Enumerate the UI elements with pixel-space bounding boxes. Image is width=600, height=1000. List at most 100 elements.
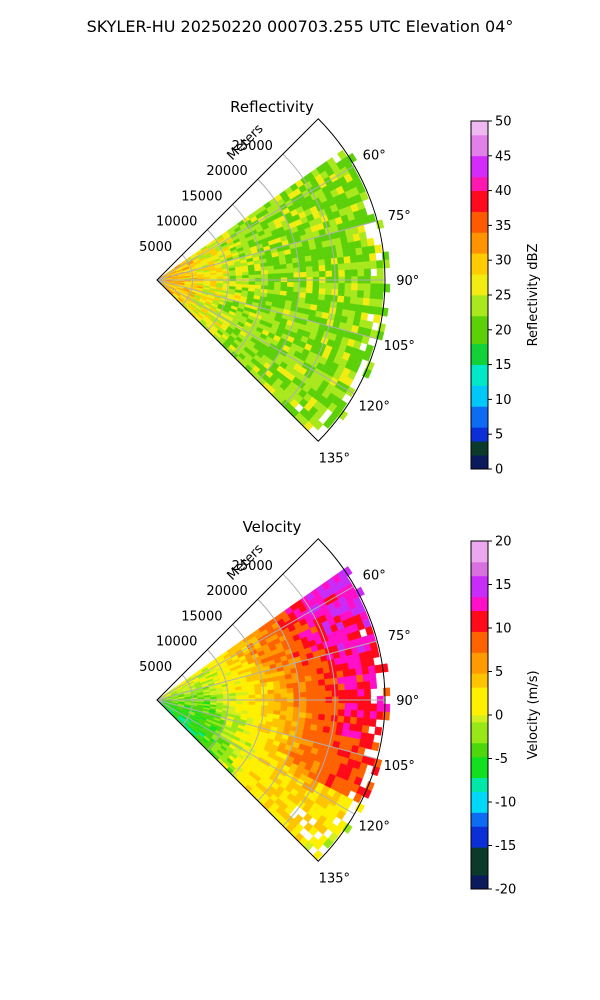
field-cell (344, 262, 352, 271)
range-tick-label: 5000 (139, 240, 172, 255)
field-cell (299, 271, 307, 278)
colorbar-swatch (471, 547, 488, 556)
colorbar-swatch (471, 875, 488, 883)
field-cell (280, 272, 288, 279)
field-cell (299, 702, 307, 709)
field-cell (305, 686, 314, 693)
colorbar-swatch (471, 190, 488, 198)
field-cell (267, 273, 275, 279)
field-cell (344, 709, 352, 718)
colorbar-swatch (471, 596, 488, 605)
field-cell (325, 702, 333, 710)
colorbar-swatch (471, 322, 488, 331)
field-cell (305, 260, 313, 268)
colorbar-swatch (471, 204, 488, 212)
field-cell (306, 282, 314, 289)
field-cell (362, 297, 371, 307)
field-cell (261, 690, 269, 695)
colorbar-swatch (471, 336, 488, 345)
colorbar-tick-label: 10 (495, 393, 512, 408)
field-cell (318, 690, 327, 698)
field-cell (350, 682, 358, 691)
field-cell (323, 672, 332, 680)
field-cell (349, 255, 358, 264)
colorbar-swatch (471, 770, 488, 779)
field-cell (317, 673, 325, 681)
field-cell (348, 668, 357, 677)
range-tick-label: 25000 (232, 559, 273, 574)
field-cell (324, 294, 332, 302)
colorbar-tick-label: 35 (495, 219, 512, 234)
field-cell (324, 714, 332, 722)
field-cell (298, 712, 307, 719)
colorbar-swatch (471, 169, 488, 178)
field-cell (203, 276, 211, 280)
field-cell (280, 701, 288, 708)
field-cell (254, 266, 262, 272)
colorbar-swatch (471, 420, 488, 428)
colorbar-swatch (471, 819, 488, 827)
colorbar-swatch (471, 541, 488, 549)
field-cell (306, 271, 314, 278)
field-cell (267, 689, 275, 695)
field-cell (261, 273, 269, 279)
colorbar-swatch (471, 673, 488, 681)
field-cell (286, 687, 294, 694)
field-cell (325, 282, 333, 290)
field-cell (305, 292, 313, 300)
colorbar-swatch (471, 812, 488, 820)
field-cell (350, 262, 358, 271)
azimuth-tick-label: 135° (319, 451, 350, 466)
field-cell (376, 260, 384, 269)
field-cell (337, 709, 346, 717)
field-cell (318, 265, 326, 272)
colorbar-swatch (471, 561, 488, 570)
field-cell (363, 681, 371, 690)
field-cell (310, 674, 319, 682)
colorbar-swatch (471, 399, 488, 407)
colorbar-swatch (471, 378, 488, 386)
field-cell (273, 688, 282, 695)
colorbar-swatch (471, 603, 488, 611)
colorbar-swatch (471, 427, 488, 435)
azimuth-spoke (156, 279, 355, 395)
field-cell (261, 270, 269, 275)
colorbar-swatch (471, 805, 488, 813)
field-cell (235, 275, 243, 279)
azimuth-tick-label: 90° (396, 694, 419, 709)
colorbar-tick-label: -10 (495, 796, 516, 811)
colorbar: 0 5 10 15 20 25 30 35 40 45 50 Reflectivity dBZ (470, 115, 541, 478)
colorbar-swatch (471, 176, 488, 185)
field-cell (354, 586, 365, 598)
range-tick-label: 25000 (232, 139, 273, 154)
field-cell (267, 693, 275, 699)
field-cell (349, 716, 358, 725)
field-cell (286, 702, 295, 708)
field-cell (317, 679, 326, 687)
field-cell (363, 283, 371, 292)
field-cell (312, 271, 320, 278)
field-cell (338, 702, 346, 711)
field-cell (304, 255, 313, 263)
colorbar-tick-label: 45 (495, 149, 512, 164)
colorbar-swatch (471, 462, 488, 470)
field-cell (369, 710, 378, 720)
colorbar-swatch (471, 735, 488, 744)
colorbar-tick-label: 25 (495, 289, 512, 304)
colorbar-swatch (471, 225, 488, 233)
colorbar-tick-label: -15 (495, 839, 516, 854)
field-cell (357, 703, 365, 712)
field-cell (210, 696, 218, 700)
field-cell (337, 715, 345, 724)
field-cell (299, 266, 307, 273)
colorbar-swatch (471, 763, 488, 772)
colorbar-swatch (471, 666, 488, 674)
field-cell (350, 709, 358, 718)
sector-outline (156, 538, 386, 862)
field-cell (261, 281, 269, 287)
field-cell (286, 286, 294, 293)
field-cell (342, 302, 351, 311)
field-cell (248, 274, 256, 279)
field-cell (363, 261, 371, 270)
colorbar-swatch (471, 756, 488, 765)
